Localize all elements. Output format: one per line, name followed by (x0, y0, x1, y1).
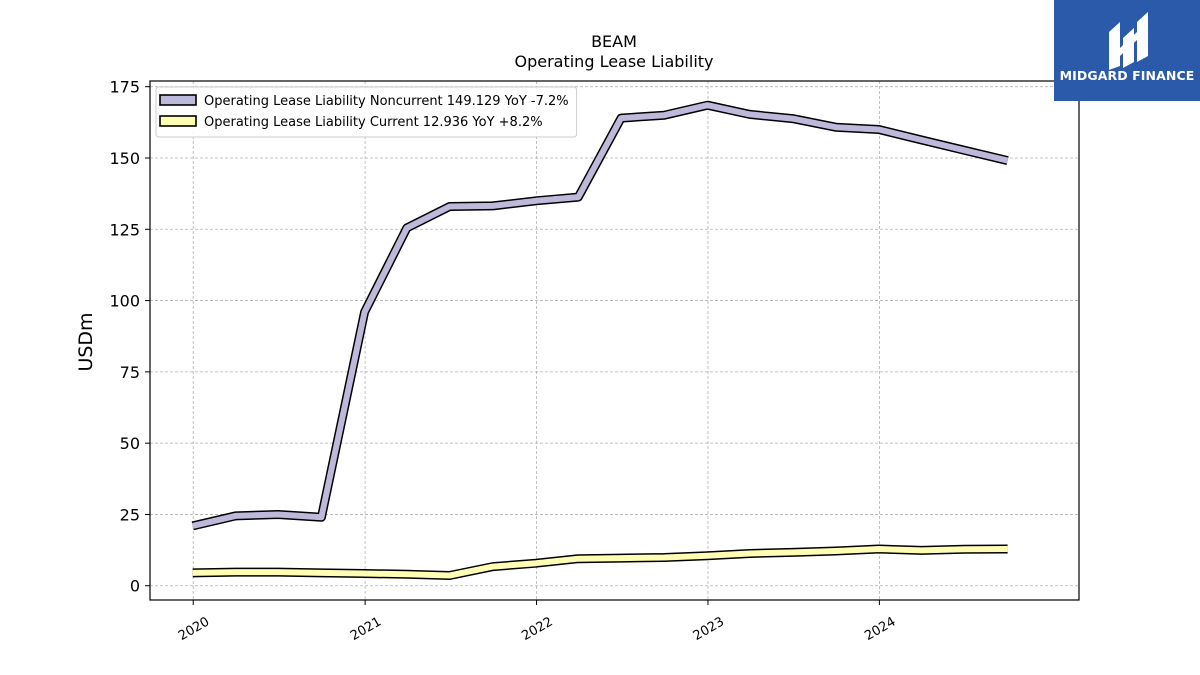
legend-swatch (159, 115, 197, 127)
y-tick-label: 0 (130, 577, 140, 596)
midgard-logo-icon (1109, 12, 1148, 70)
y-tick-label: 50 (120, 434, 140, 453)
legend: Operating Lease Liability Noncurrent 149… (155, 86, 578, 138)
y-tick-label: 150 (109, 149, 140, 168)
y-tick-label: 75 (120, 363, 140, 382)
y-tick-label: 175 (109, 78, 140, 97)
logo-text: MIDGARD FINANCE (1059, 68, 1195, 83)
x-tick-label: 2022 (519, 614, 555, 644)
series-1-line (192, 102, 1009, 529)
y-tick-label: 125 (109, 220, 140, 239)
ticks: 0 25 50 75 100 125 150 175 2020 2021 2022 2023 2024 (109, 78, 898, 644)
y-tick-label: 25 (120, 505, 140, 524)
y-axis-label: USDm (75, 312, 97, 371)
x-tick-label: 2024 (862, 614, 898, 644)
series-group (191, 100, 1009, 580)
midgard-finance-logo: MIDGARD FINANCE (1054, 0, 1200, 101)
grid (150, 81, 1079, 600)
chart-subtitle: Operating Lease Liability (514, 52, 713, 71)
y-tick-label: 100 (109, 292, 140, 311)
legend-swatch (159, 94, 197, 106)
series-2-line (192, 546, 1008, 579)
chart-title: BEAM (591, 32, 637, 51)
legend-label: Operating Lease Liability Noncurrent 149… (204, 94, 569, 109)
legend-frame (155, 86, 578, 138)
x-tick-label: 2021 (348, 614, 384, 644)
x-tick-label: 2020 (176, 614, 212, 644)
plot-frame (149, 80, 1080, 601)
series-1-outline (191, 100, 1009, 531)
x-tick-label: 2023 (691, 614, 727, 644)
legend-label: Operating Lease Liability Current 12.936… (204, 115, 543, 130)
